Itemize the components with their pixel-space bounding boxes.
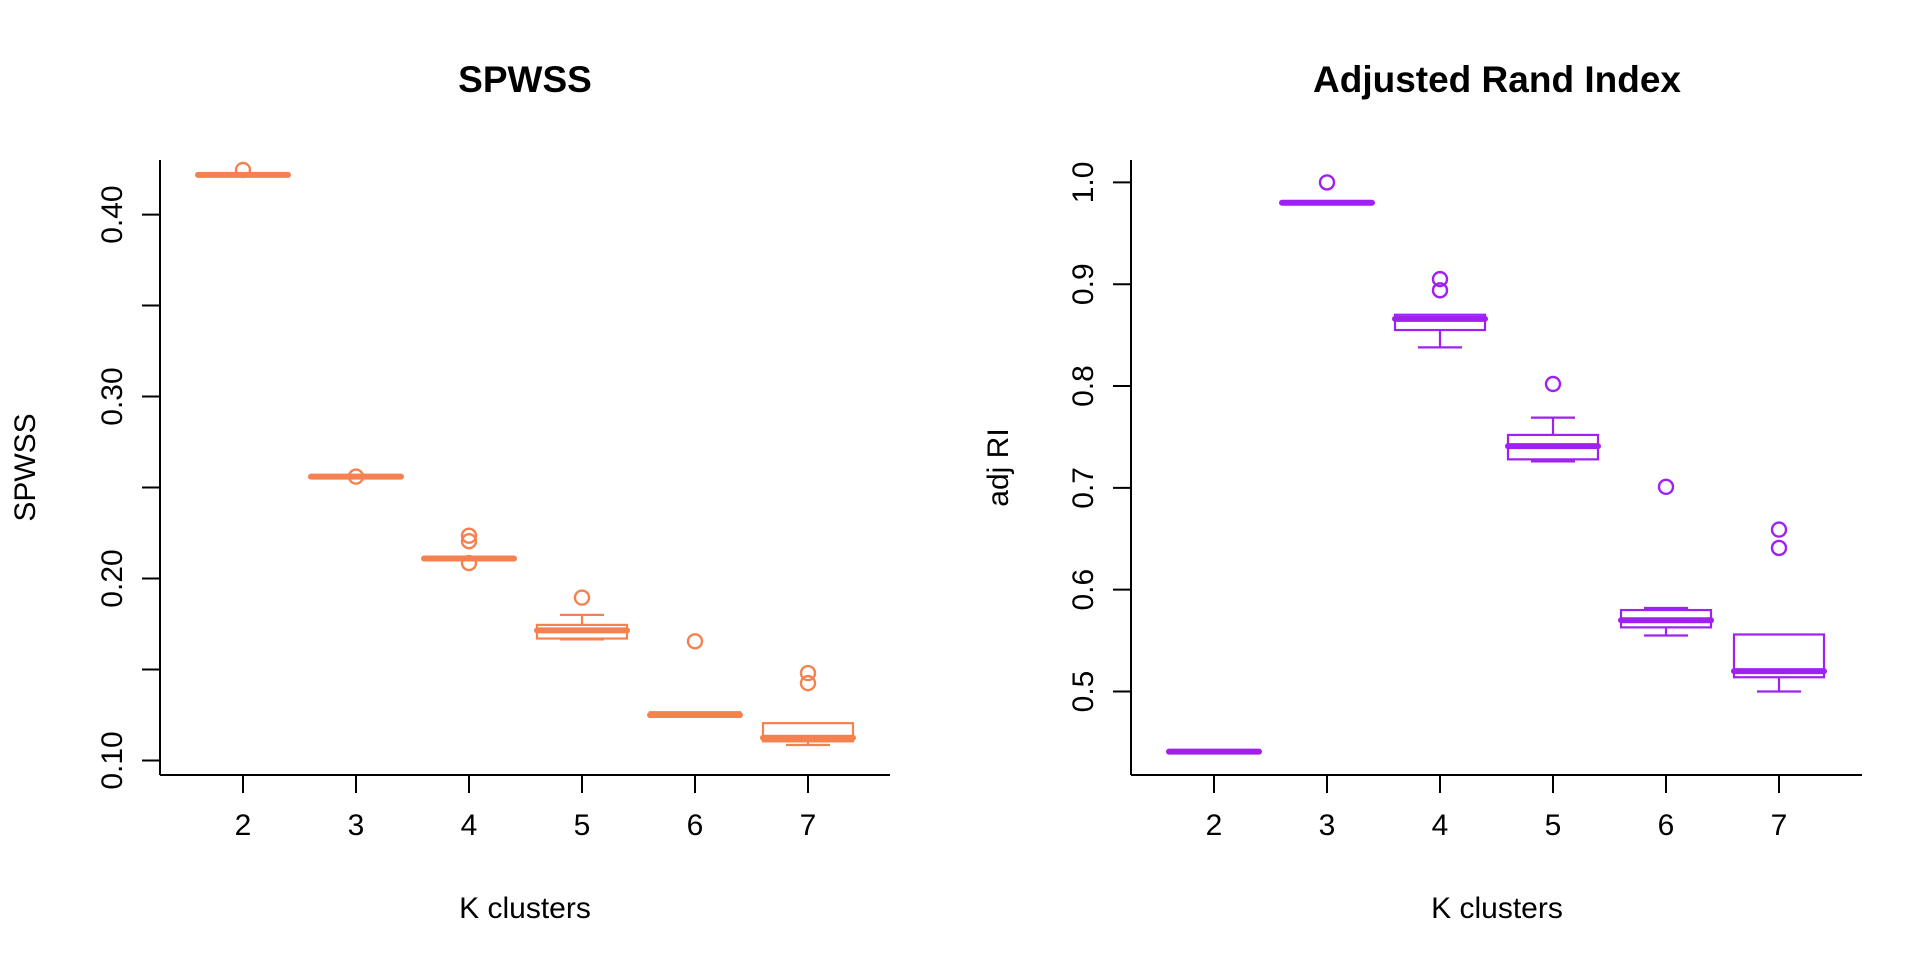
outlier-point xyxy=(1770,521,1788,538)
x-tick-label: 4 xyxy=(461,809,478,842)
x-tick-label: 6 xyxy=(1658,809,1675,842)
outlier-point xyxy=(1431,282,1449,299)
outlier-point xyxy=(460,527,478,544)
y-tick-label: 1.0 xyxy=(1067,162,1100,204)
y-tick-label: 0.30 xyxy=(96,367,129,425)
y-tick-label: 0.6 xyxy=(1067,569,1100,611)
y-tick-label: 0.10 xyxy=(96,731,129,789)
panel-1: SPWSS 0.10 0.20 0.30 0.40 2 3 4 5 6 7 K clusters SPW… xyxy=(9,59,890,925)
box-iqr xyxy=(1393,313,1487,332)
outlier-point xyxy=(1657,478,1675,496)
outlier-point xyxy=(347,468,365,485)
box-k7 xyxy=(1731,521,1827,693)
x-tick-label: 3 xyxy=(1319,809,1336,842)
y-tick-label: 0.8 xyxy=(1067,365,1100,407)
chart-title: SPWSS xyxy=(458,59,592,100)
x-tick-label: 7 xyxy=(800,809,817,842)
x-tick-label: 2 xyxy=(1206,809,1223,842)
box-k4 xyxy=(421,527,517,572)
x-tick-label: 7 xyxy=(1771,809,1788,842)
y-tick-label: 0.40 xyxy=(96,185,129,243)
outlier-point xyxy=(799,664,817,682)
y-axis-title: adj RI xyxy=(982,428,1015,506)
outlier-point xyxy=(686,633,704,650)
box-k2 xyxy=(195,161,291,179)
box-k2 xyxy=(1166,748,1262,755)
y-tick-label: 0.9 xyxy=(1067,263,1100,305)
outlier-point xyxy=(234,161,252,179)
box-k6 xyxy=(1618,478,1714,637)
outlier-point xyxy=(460,554,478,572)
chart-title: Adjusted Rand Index xyxy=(1313,59,1681,100)
outlier-point xyxy=(799,674,817,692)
box-k5 xyxy=(534,589,630,641)
outlier-point xyxy=(573,589,591,606)
outlier-point xyxy=(460,532,478,550)
outlier-point xyxy=(1431,270,1449,288)
outlier-point xyxy=(1544,375,1562,393)
x-tick-label: 3 xyxy=(348,809,365,842)
box-k4 xyxy=(1392,270,1488,349)
x-tick-label: 6 xyxy=(687,809,704,842)
x-tick-label: 4 xyxy=(1432,809,1449,842)
x-tick-label: 5 xyxy=(1545,809,1562,842)
y-tick-label: 0.7 xyxy=(1067,467,1100,509)
y-axis-title: SPWSS xyxy=(9,413,42,521)
box-iqr xyxy=(1732,633,1826,679)
y-tick-label: 0.5 xyxy=(1067,671,1100,713)
x-tick-label: 5 xyxy=(574,809,591,842)
box-k3 xyxy=(1279,174,1375,206)
outlier-point xyxy=(1318,174,1336,191)
box-k6 xyxy=(647,633,743,718)
panel-2: Adjusted Rand Index 0.5 0.6 0.7 0.8 0.9 1.0 2 3 4… xyxy=(982,59,1862,925)
x-tick-label: 2 xyxy=(235,809,252,842)
box-iqr xyxy=(761,722,855,743)
y-tick-label: 0.20 xyxy=(96,549,129,607)
box-k3 xyxy=(308,468,404,485)
outlier-point xyxy=(1770,539,1788,557)
x-axis-title: K clusters xyxy=(1431,892,1563,925)
box-k5 xyxy=(1505,375,1601,463)
box-k7 xyxy=(760,664,856,747)
x-axis-title: K clusters xyxy=(459,892,591,925)
